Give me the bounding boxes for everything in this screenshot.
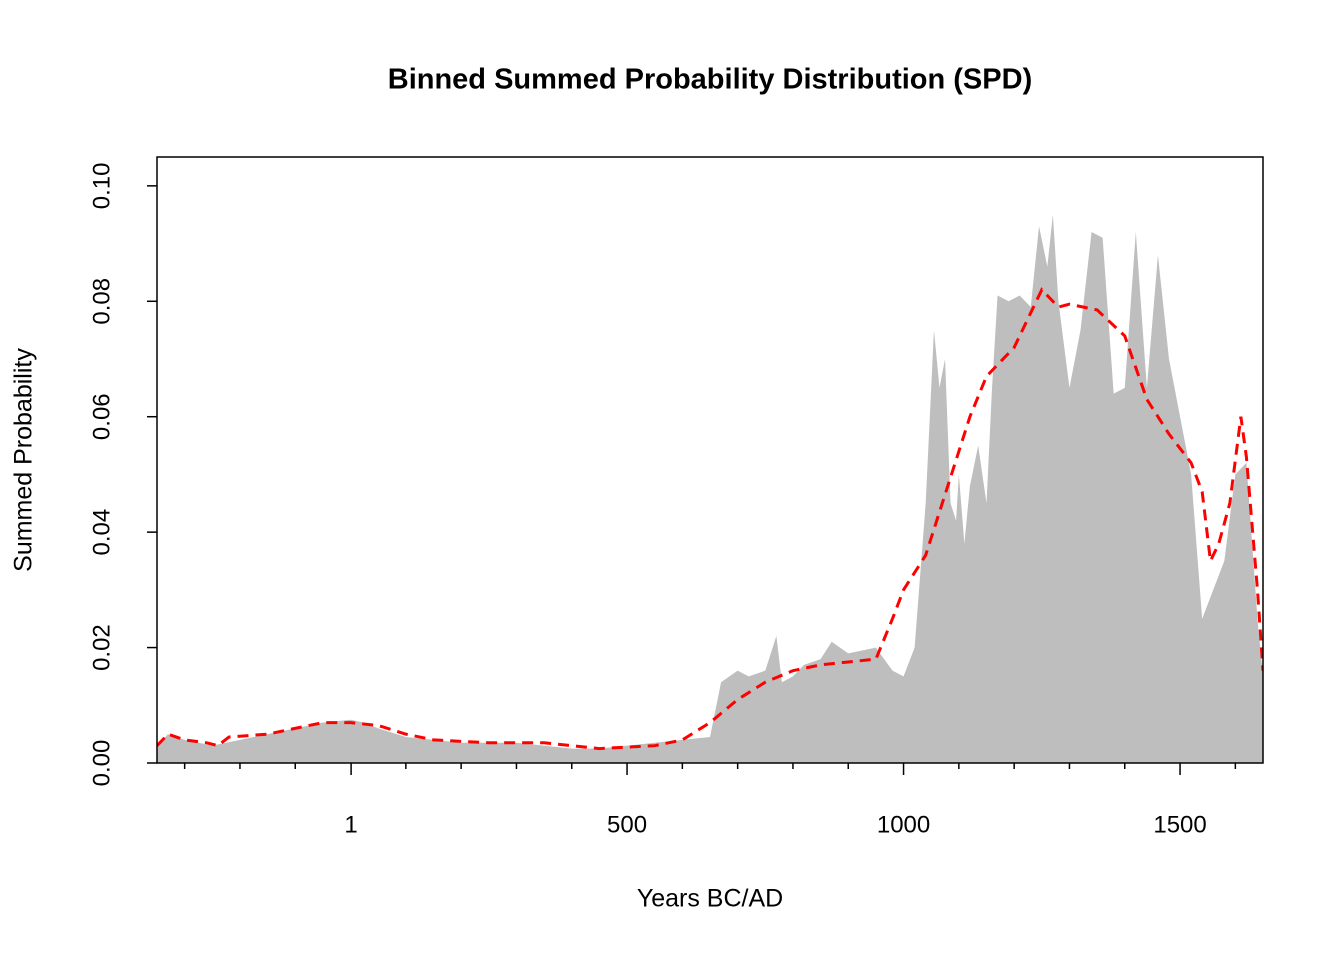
- x-tick-label: 1500: [1153, 811, 1206, 838]
- x-tick-label: 1: [344, 811, 357, 838]
- spd-area: [157, 214, 1263, 763]
- x-tick-label: 1000: [877, 811, 930, 838]
- x-tick-label: 500: [607, 811, 647, 838]
- chart-title: Binned Summed Probability Distribution (…: [388, 64, 1032, 96]
- plot-area: [157, 214, 1263, 763]
- x-axis-label: Years BC/AD: [637, 885, 783, 913]
- y-tick-label: 0.08: [88, 278, 115, 325]
- plot-box: [156, 156, 1264, 764]
- y-axis-label: Summed Probability: [10, 348, 38, 572]
- y-tick-label: 0.02: [88, 624, 115, 671]
- y-tick-label: 0.06: [88, 393, 115, 440]
- y-tick-label: 0.04: [88, 509, 115, 556]
- y-tick-label: 0.10: [88, 162, 115, 209]
- y-tick-label: 0.00: [88, 740, 115, 787]
